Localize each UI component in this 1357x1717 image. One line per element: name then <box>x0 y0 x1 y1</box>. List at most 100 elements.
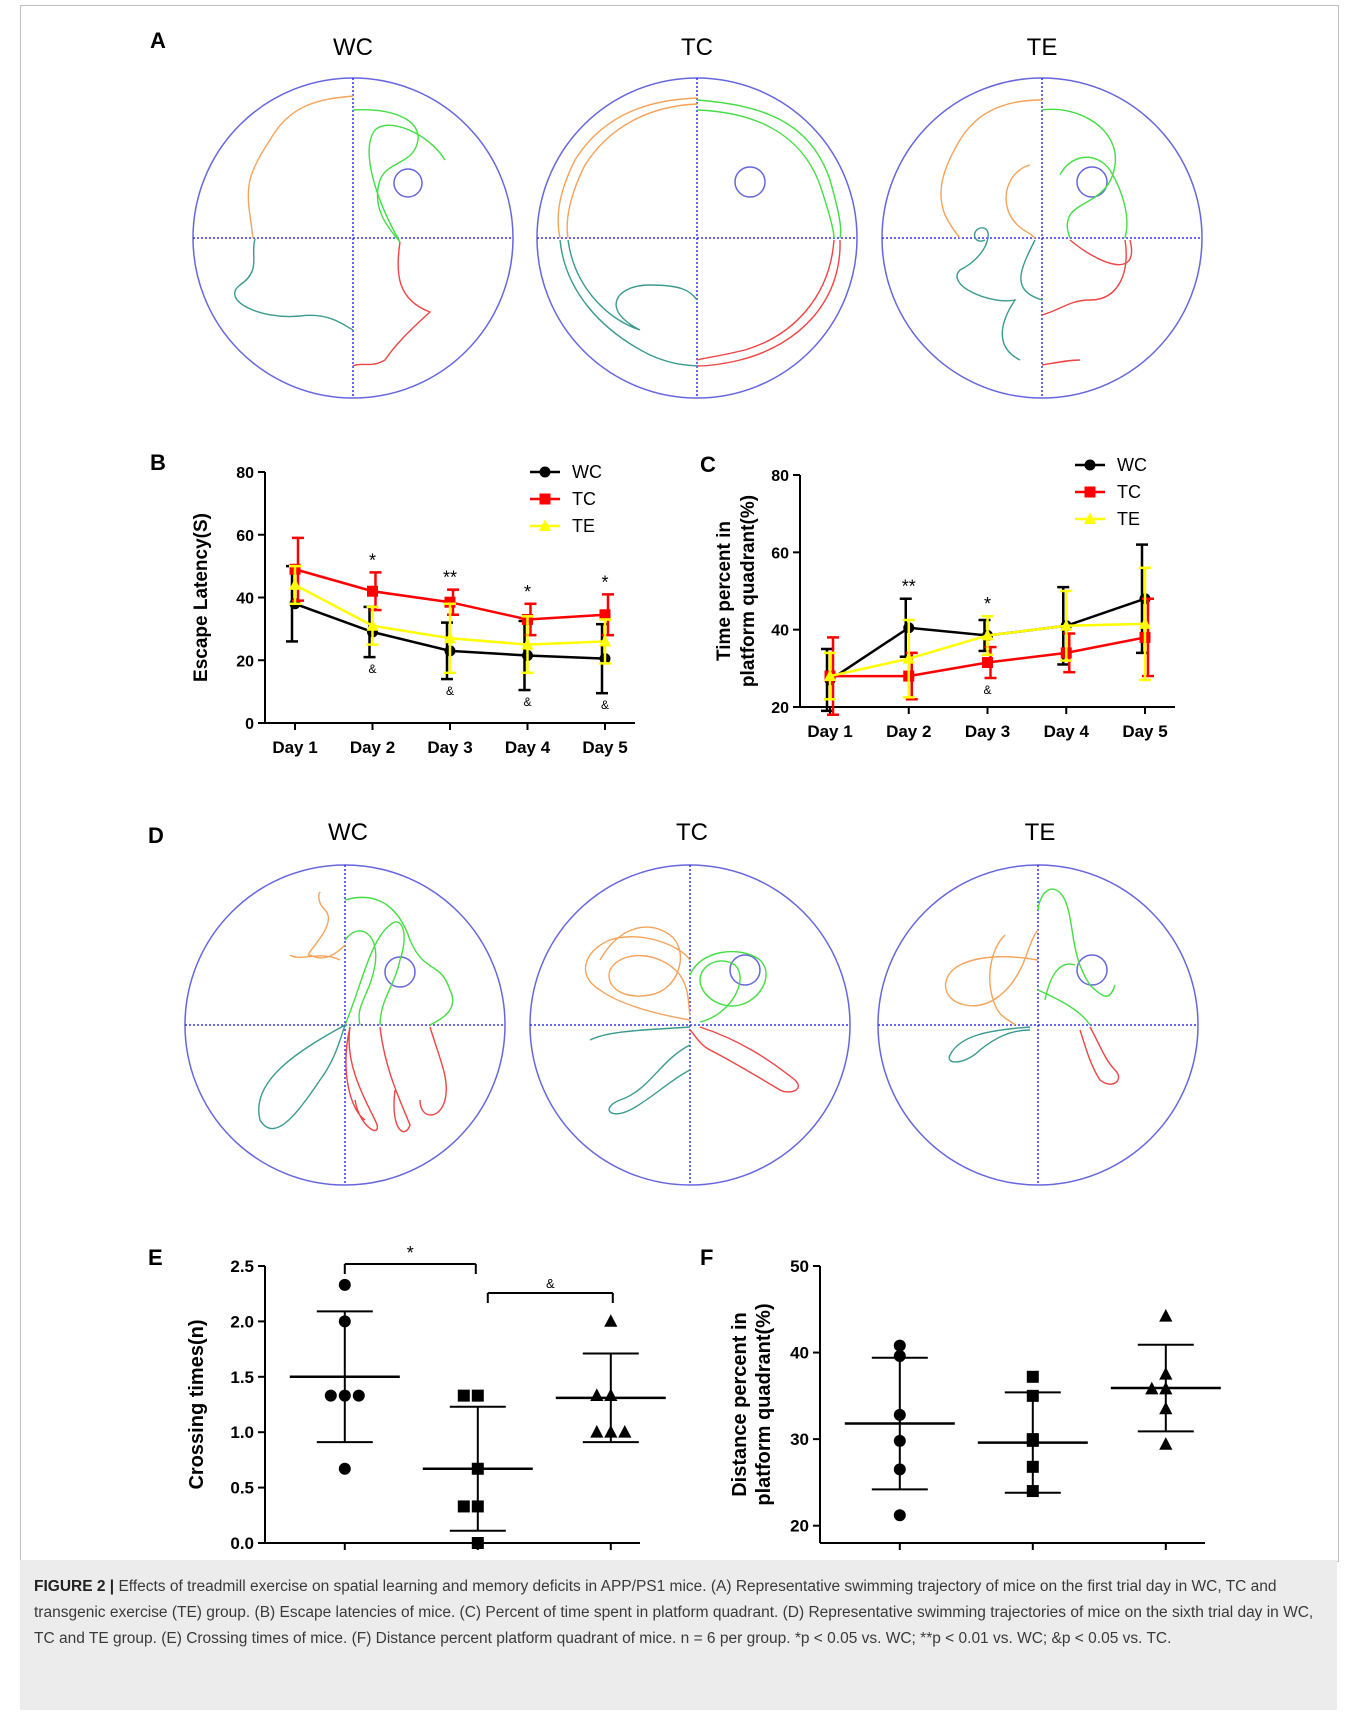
maze-d-tc <box>529 864 851 1186</box>
data-point <box>604 1425 618 1438</box>
x-tick-label: TC <box>1020 1559 1046 1560</box>
y-axis-title: Distance percent in <box>729 1312 751 1497</box>
y-tick-label: 60 <box>236 528 254 545</box>
significance-mark: ** <box>443 568 457 588</box>
data-point <box>902 652 915 664</box>
legend-label: TC <box>572 489 596 509</box>
y-axis-title: platform quadrant(%) <box>738 495 759 687</box>
y-tick-label: 2.5 <box>230 1257 254 1276</box>
data-point <box>471 1537 484 1549</box>
x-tick-label: Day 2 <box>886 722 931 741</box>
y-tick-label: 80 <box>236 465 254 482</box>
panel-label-b: B <box>150 450 166 475</box>
data-point <box>1060 619 1073 631</box>
x-tick-label: Day 3 <box>965 722 1010 741</box>
significance-mark: & <box>446 684 454 698</box>
y-tick-label: 20 <box>790 1517 809 1536</box>
maze-title-a-wc: WC <box>333 34 373 61</box>
data-point <box>1159 1401 1173 1415</box>
data-point <box>1026 1485 1039 1498</box>
y-tick-label: 0.5 <box>230 1479 254 1498</box>
data-point <box>893 1509 906 1522</box>
data-point <box>338 1278 351 1291</box>
data-point <box>338 1462 351 1475</box>
data-point <box>1159 1367 1173 1380</box>
chart-b: 0 20 40 60 80 Day 1 Day 2 Day 3 Day 4 Day 5 Escape… <box>191 462 635 757</box>
data-point <box>352 1389 365 1402</box>
chart-e: 0.0 0.5 1.0 1.5 2.0 2.5 WC TC TE Crossing times(n… <box>186 1243 666 1560</box>
caption-text: Effects of treadmill exercise on spatial… <box>34 1578 1314 1647</box>
significance-mark: & <box>983 683 991 697</box>
y-axis-title: platform quadrant(%) <box>753 1303 775 1505</box>
legend-marker <box>1084 486 1096 498</box>
x-tick-label: Day 5 <box>1122 722 1167 741</box>
data-point <box>443 631 457 644</box>
caption-box: FIGURE 2 | Effects of treadmill exercise… <box>20 1560 1337 1710</box>
y-tick-label: 50 <box>790 1257 809 1276</box>
data-point <box>338 1389 351 1402</box>
data-point <box>1159 1381 1173 1395</box>
data-point <box>1138 617 1152 629</box>
significance-mark: & <box>523 695 531 709</box>
y-tick-label: 40 <box>771 623 789 640</box>
x-tick-label: Day 4 <box>1044 722 1090 741</box>
y-tick-label: 0 <box>245 716 254 733</box>
data-point <box>444 596 456 608</box>
significance-mark: & <box>601 698 609 712</box>
data-point <box>1159 1437 1173 1450</box>
maze-title-a-te: TE <box>1027 34 1058 61</box>
data-point <box>471 1389 484 1402</box>
maze-d-wc <box>184 864 506 1186</box>
legend-label: WC <box>1117 455 1147 475</box>
data-point <box>288 578 302 590</box>
y-tick-label: 30 <box>790 1430 809 1449</box>
data-point <box>457 1500 470 1513</box>
data-point <box>590 1425 604 1438</box>
maze-a-wc <box>192 77 514 399</box>
data-point <box>1159 1309 1173 1322</box>
significance-mark: ** <box>902 577 916 597</box>
data-point <box>1145 1381 1159 1395</box>
x-tick-label: WC <box>884 1559 916 1560</box>
y-axis-title: Time percent in <box>714 521 735 661</box>
x-tick-label: TC <box>465 1559 491 1560</box>
figure-caption: FIGURE 2 | Effects of treadmill exercise… <box>34 1574 1324 1652</box>
data-point <box>599 609 611 621</box>
maze-a-tc <box>536 77 858 399</box>
significance-mark: * <box>984 594 991 614</box>
maze-title-d-wc: WC <box>328 819 368 846</box>
y-tick-label: 40 <box>236 591 254 608</box>
x-tick-label: TE <box>1154 1559 1178 1560</box>
data-point <box>324 1389 337 1402</box>
maze-d-te <box>877 864 1199 1186</box>
data-point <box>598 634 612 647</box>
legend-label: WC <box>572 462 602 482</box>
data-point <box>893 1408 906 1421</box>
data-point <box>366 619 379 631</box>
y-tick-label: 0.0 <box>230 1534 254 1553</box>
legend-label: TC <box>1117 482 1141 502</box>
legend-label: TE <box>1117 509 1140 529</box>
significance-mark: & <box>546 1276 555 1291</box>
y-tick-label: 2.0 <box>230 1312 254 1331</box>
y-tick-label: 60 <box>771 545 789 562</box>
y-tick-label: 1.5 <box>230 1368 254 1387</box>
data-point <box>457 1389 470 1402</box>
data-point <box>471 1462 484 1475</box>
x-tick-label: TE <box>599 1559 623 1560</box>
chart-f: 20 30 40 50 WC TC TE Distance percent inplatfor… <box>729 1257 1221 1560</box>
chart-c: 20 40 60 80 Day 1 Day 2 Day 3 Day 4 Day 5 Time pe… <box>714 455 1175 741</box>
x-tick-label: WC <box>329 1559 361 1560</box>
data-point <box>521 637 534 650</box>
data-point <box>618 1425 632 1438</box>
maze-a-te <box>881 77 1203 399</box>
legend-marker <box>538 519 552 531</box>
legend-marker <box>539 466 551 478</box>
figure-canvas: A B C D E F WC TC TE WC TC T <box>148 28 1221 1560</box>
y-axis-title: Crossing times(n) <box>186 1319 208 1489</box>
data-point <box>338 1315 351 1328</box>
y-tick-label: 80 <box>771 468 789 485</box>
legend-marker <box>1083 512 1097 524</box>
maze-title-d-te: TE <box>1025 819 1056 846</box>
y-tick-label: 20 <box>236 653 254 670</box>
